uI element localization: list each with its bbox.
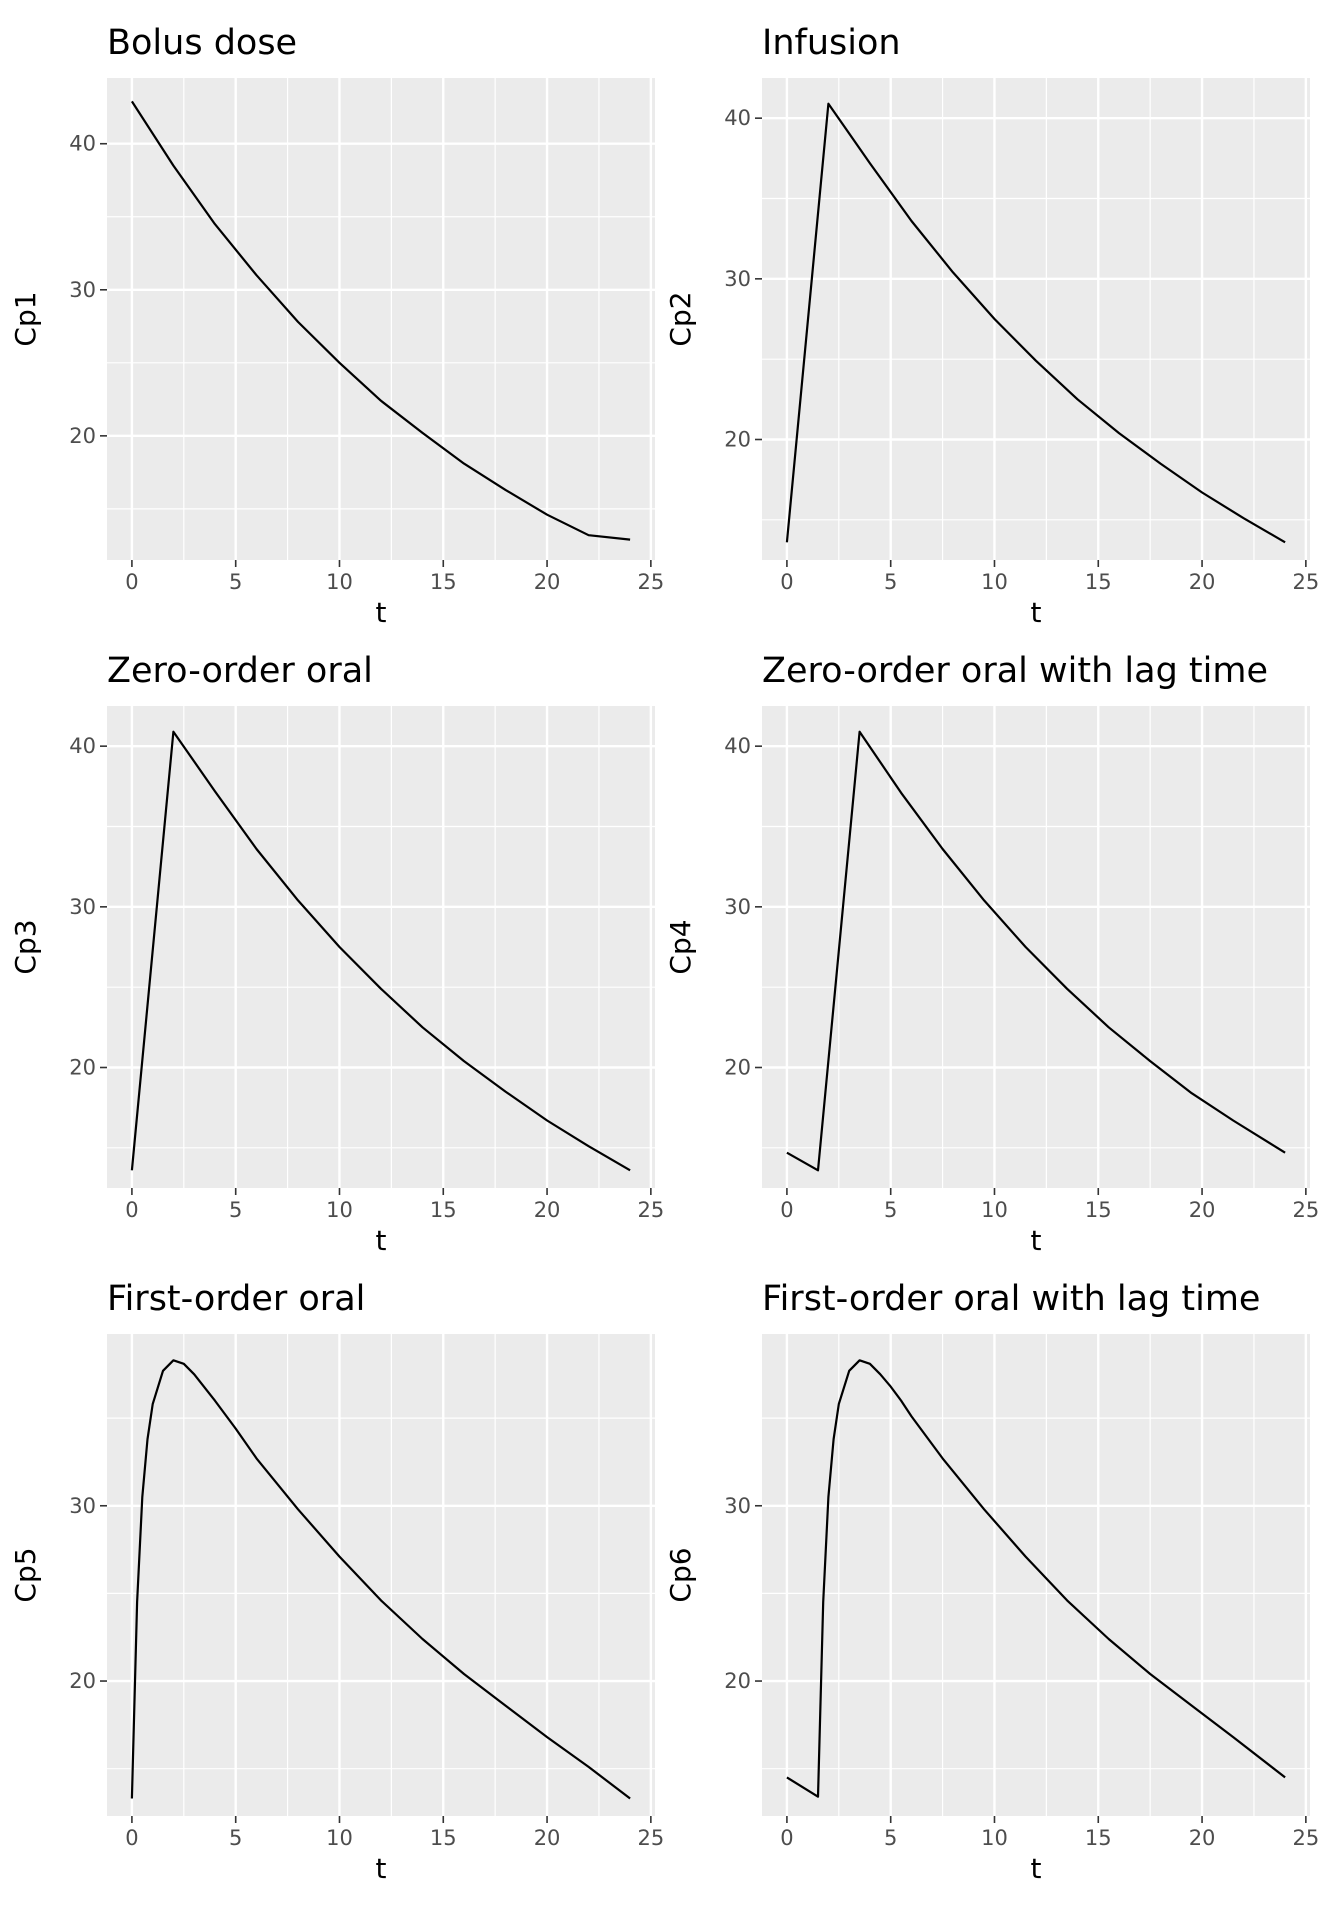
y-tick-label: 40: [724, 106, 751, 130]
x-tick-label: 0: [125, 1198, 138, 1222]
y-tick-label: 40: [724, 734, 751, 758]
x-axis-title: t: [376, 596, 387, 629]
x-tick-label: 5: [229, 570, 242, 594]
chart-panel-2: 0 5 10 15 20 25 20 30 40 Infusion t Cp2: [664, 23, 1319, 629]
chart-title: First-order oral: [107, 1279, 365, 1319]
y-tick-label: 20: [724, 1669, 751, 1693]
chart-title: Bolus dose: [107, 23, 297, 63]
y-axis-title: Cp5: [9, 1547, 42, 1602]
y-axis-title: Cp4: [664, 919, 697, 974]
x-axis-title: t: [1031, 1852, 1042, 1885]
x-tick-label: 20: [1189, 570, 1216, 594]
x-tick-label: 0: [125, 1826, 138, 1850]
x-tick-label: 25: [637, 570, 664, 594]
series-line: [130, 730, 631, 1172]
chart-title: First-order oral with lag time: [762, 1279, 1260, 1319]
x-tick-label: 25: [637, 1826, 664, 1850]
x-tick-label: 20: [534, 1826, 561, 1850]
x-tick-label: 25: [1292, 1198, 1319, 1222]
x-tick-label: 10: [981, 1826, 1008, 1850]
y-tick-label: 20: [724, 1056, 751, 1080]
y-tick-label: 40: [69, 734, 96, 758]
chart-panel-3: 0 5 10 15 20 25 20 30 40 Zero-order oral t Cp3: [9, 651, 664, 1257]
panel-background: [107, 78, 655, 560]
x-tick-label: 20: [1189, 1826, 1216, 1850]
panel-background: [762, 1334, 1310, 1816]
x-tick-label: 5: [229, 1826, 242, 1850]
series-line: [786, 730, 1286, 1172]
x-tick-label: 15: [430, 570, 457, 594]
y-tick-label: 20: [69, 1056, 96, 1080]
y-tick-label: 40: [69, 132, 96, 156]
y-axis-title: Cp1: [9, 291, 42, 346]
y-tick-label: 20: [69, 1669, 96, 1693]
chart-title: Zero-order oral: [107, 651, 373, 691]
y-tick-label: 30: [724, 1494, 751, 1518]
panel-background: [762, 78, 1310, 560]
x-tick-label: 15: [1085, 1826, 1112, 1850]
x-axis-title: t: [1031, 596, 1042, 629]
chart-panel-4: 0 5 10 15 20 25 20 30 40 Zero-order oral with lag…: [664, 651, 1319, 1257]
x-tick-label: 15: [430, 1826, 457, 1850]
x-tick-label: 20: [534, 570, 561, 594]
x-tick-label: 25: [1292, 570, 1319, 594]
x-axis-title: t: [376, 1852, 387, 1885]
x-axis-title: t: [376, 1224, 387, 1257]
x-tick-label: 15: [430, 1198, 457, 1222]
y-axis-title: Cp3: [9, 919, 42, 974]
x-tick-label: 0: [780, 1198, 793, 1222]
x-tick-label: 10: [981, 570, 1008, 594]
x-tick-label: 10: [326, 570, 353, 594]
y-tick-label: 20: [724, 428, 751, 452]
y-tick-label: 30: [69, 895, 96, 919]
series-line: [130, 100, 631, 541]
x-tick-label: 10: [326, 1826, 353, 1850]
x-tick-label: 15: [1085, 1198, 1112, 1222]
series-line: [785, 102, 1286, 544]
x-axis-title: t: [1031, 1224, 1042, 1257]
panel-background: [107, 1334, 655, 1816]
y-tick-label: 30: [69, 278, 96, 302]
y-axis-title: Cp2: [664, 291, 697, 346]
x-tick-label: 5: [884, 570, 897, 594]
chart-panel-6: 0 5 10 15 20 25 20 30 First-order oral with lag …: [664, 1279, 1319, 1885]
y-tick-label: 30: [724, 895, 751, 919]
chart-title: Zero-order oral with lag time: [762, 651, 1268, 691]
x-tick-label: 10: [326, 1198, 353, 1222]
y-tick-label: 30: [724, 267, 751, 291]
y-tick-label: 20: [69, 424, 96, 448]
y-tick-label: 30: [69, 1494, 96, 1518]
chart-title: Infusion: [762, 23, 901, 63]
x-tick-label: 15: [1085, 570, 1112, 594]
x-tick-label: 5: [229, 1198, 242, 1222]
x-tick-label: 0: [780, 570, 793, 594]
x-tick-label: 25: [1292, 1826, 1319, 1850]
series-line: [130, 1359, 631, 1800]
x-tick-label: 10: [981, 1198, 1008, 1222]
x-tick-label: 0: [780, 1826, 793, 1850]
x-tick-label: 5: [884, 1826, 897, 1850]
x-tick-label: 25: [637, 1198, 664, 1222]
panel-background: [107, 706, 655, 1188]
chart-panel-1: 0 5 10 15 20 25 20 30 40 Bolus dose t Cp1: [9, 23, 664, 629]
series-line: [786, 1359, 1286, 1798]
x-tick-label: 0: [125, 570, 138, 594]
x-tick-label: 20: [1189, 1198, 1216, 1222]
chart-panel-5: 0 5 10 15 20 25 20 30 First-order oral t Cp5: [9, 1279, 664, 1885]
x-tick-label: 5: [884, 1198, 897, 1222]
y-axis-title: Cp6: [664, 1547, 697, 1602]
x-tick-label: 20: [534, 1198, 561, 1222]
